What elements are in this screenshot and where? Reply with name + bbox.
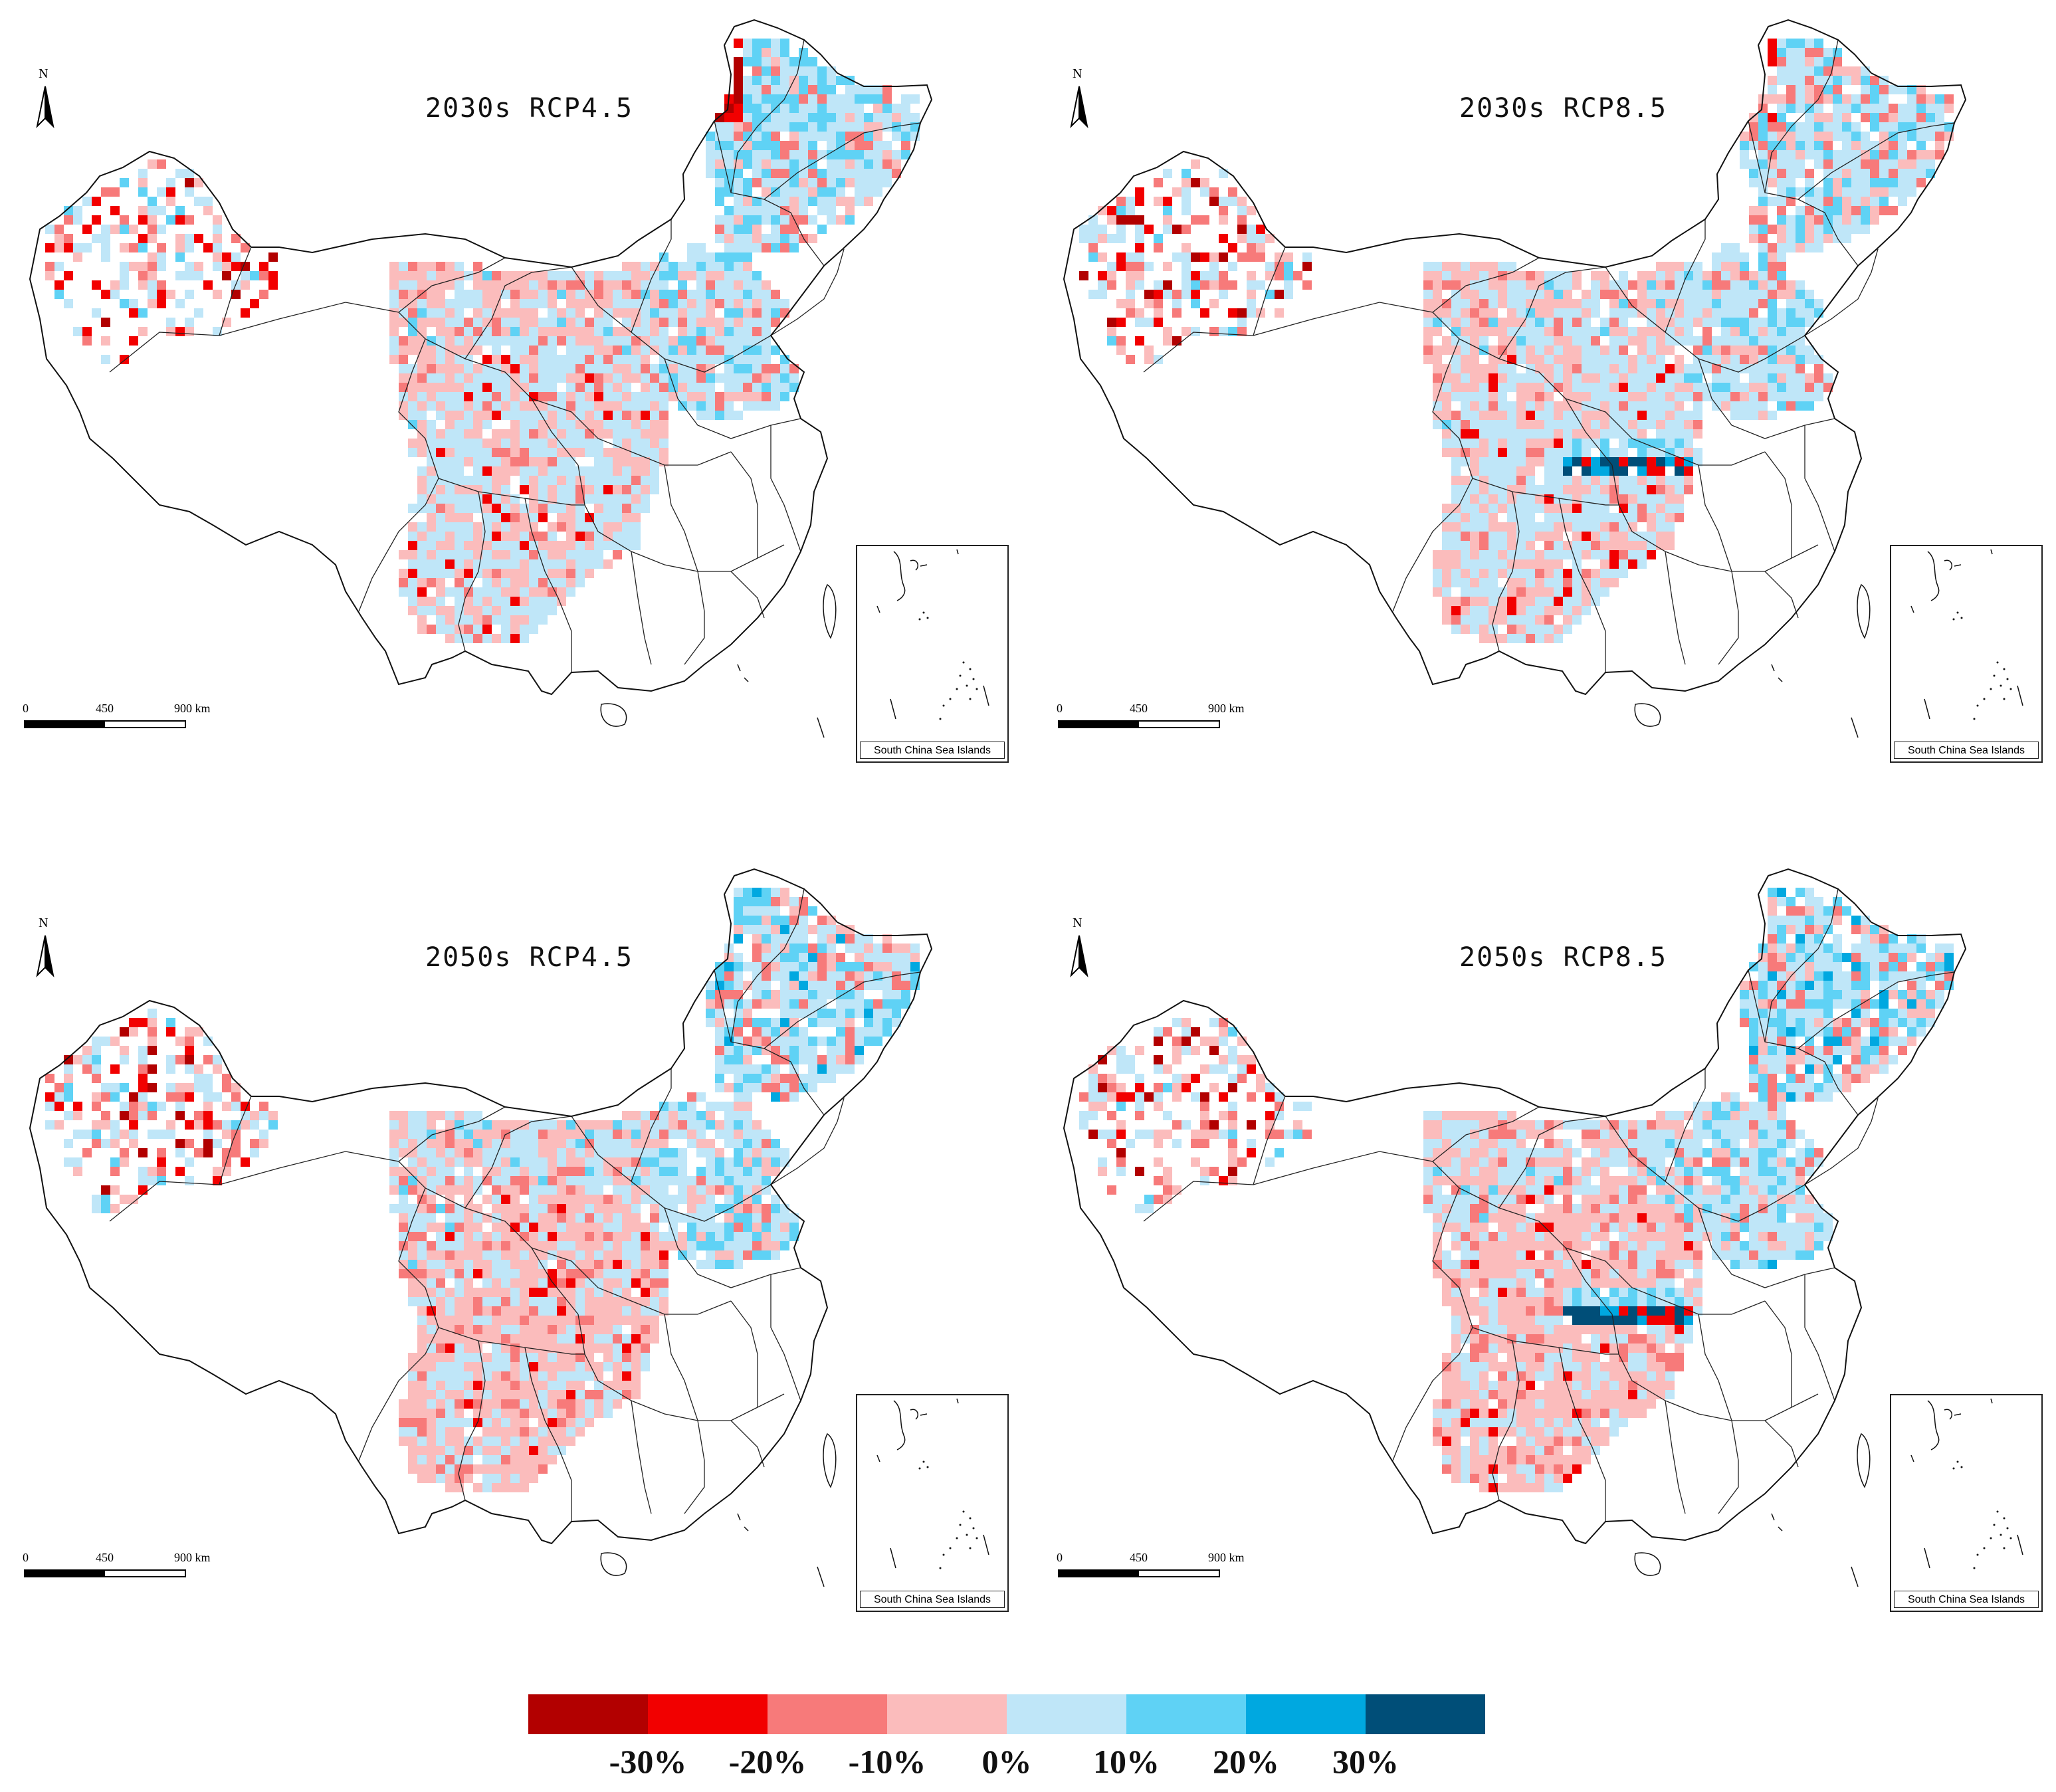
country-outline [1063, 19, 1967, 696]
south-china-sea-inset: South China Sea Islands [1890, 1394, 2043, 1612]
panel-title: 2030s RCP4.5 [425, 93, 633, 124]
hainan-island [600, 1552, 627, 1576]
china-map-2030s-rcp85 [1063, 19, 1967, 738]
inset-caption: South China Sea Islands [1894, 1591, 2039, 1608]
raster-cells [1079, 888, 1954, 1492]
legend-label: 0% [981, 1743, 1032, 1780]
taiwan-island [823, 583, 837, 639]
taiwan-island [1857, 583, 1871, 639]
south-china-sea-inset: South China Sea Islands [856, 545, 1009, 763]
china-map-2050s-rcp45 [29, 868, 933, 1587]
inset-caption: South China Sea Islands [860, 742, 1005, 759]
panel-title: 2050s RCP4.5 [425, 942, 633, 973]
coast-marks [1771, 1513, 1859, 1587]
legend-label: 30% [1332, 1743, 1399, 1780]
color-legend [528, 1694, 1485, 1734]
map-panel-2030s-rcp45: 2030s RCP4.5 N 0 450 900 km South China … [0, 0, 1028, 797]
legend-labels: -30% -20% -10% 0% 10% 20% 30% [0, 1742, 2056, 1782]
province-borders [109, 39, 921, 672]
south-china-sea-inset: South China Sea Islands [856, 1394, 1009, 1612]
province-borders [109, 888, 921, 1522]
map-panel-2030s-rcp85: 2030s RCP8.5 N 0 450 900 km South China … [1034, 0, 2056, 797]
map-panel-2050s-rcp45: 2050s RCP4.5 N 0 450 900 km South China … [0, 849, 1028, 1646]
hainan-island [1634, 703, 1661, 727]
scale-bar: 0 450 900 km [1057, 1551, 1245, 1591]
china-map-2030s-rcp45 [29, 19, 933, 738]
province-borders [1143, 888, 1955, 1522]
china-map-2050s-rcp85 [1063, 868, 1967, 1587]
coast-marks [1771, 664, 1859, 738]
north-arrow-icon: N [32, 66, 58, 133]
raster-cells [45, 39, 920, 643]
taiwan-island [1857, 1433, 1871, 1488]
legend-swatch [1007, 1694, 1126, 1734]
legend-swatch [1366, 1694, 1485, 1734]
north-arrow-icon: N [1066, 916, 1092, 982]
legend-swatch [887, 1694, 1007, 1734]
legend-swatch [1126, 1694, 1246, 1734]
legend-label: -20% [728, 1743, 807, 1780]
scale-bar: 0 450 900 km [23, 1551, 211, 1591]
legend-label: 20% [1213, 1743, 1279, 1780]
country-outline [29, 19, 933, 696]
south-china-sea-inset: South China Sea Islands [1890, 545, 2043, 763]
province-borders [1143, 39, 1955, 672]
legend-swatch [528, 1694, 648, 1734]
legend-label: -30% [609, 1743, 687, 1780]
scale-bar: 0 450 900 km [23, 702, 211, 742]
legend-swatch [768, 1694, 887, 1734]
north-arrow-icon: N [1066, 66, 1092, 133]
hainan-island [600, 703, 627, 727]
legend-swatch [1246, 1694, 1366, 1734]
inset-caption: South China Sea Islands [860, 1591, 1005, 1608]
raster-cells [45, 888, 920, 1492]
legend-label: -10% [848, 1743, 926, 1780]
legend-label: 10% [1093, 1743, 1160, 1780]
inset-caption: South China Sea Islands [1894, 742, 2039, 759]
country-outline [1063, 868, 1967, 1545]
taiwan-island [823, 1433, 837, 1488]
country-outline [29, 868, 933, 1545]
panel-title: 2030s RCP8.5 [1459, 93, 1667, 124]
raster-cells [1079, 39, 1954, 643]
north-arrow-icon: N [32, 916, 58, 982]
coast-marks [737, 1513, 825, 1587]
coast-marks [737, 664, 825, 738]
map-panel-2050s-rcp85: 2050s RCP8.5 N 0 450 900 km South China … [1034, 849, 2056, 1646]
scale-bar: 0 450 900 km [1057, 702, 1245, 742]
legend-swatch [648, 1694, 768, 1734]
hainan-island [1634, 1552, 1661, 1576]
panel-title: 2050s RCP8.5 [1459, 942, 1667, 973]
